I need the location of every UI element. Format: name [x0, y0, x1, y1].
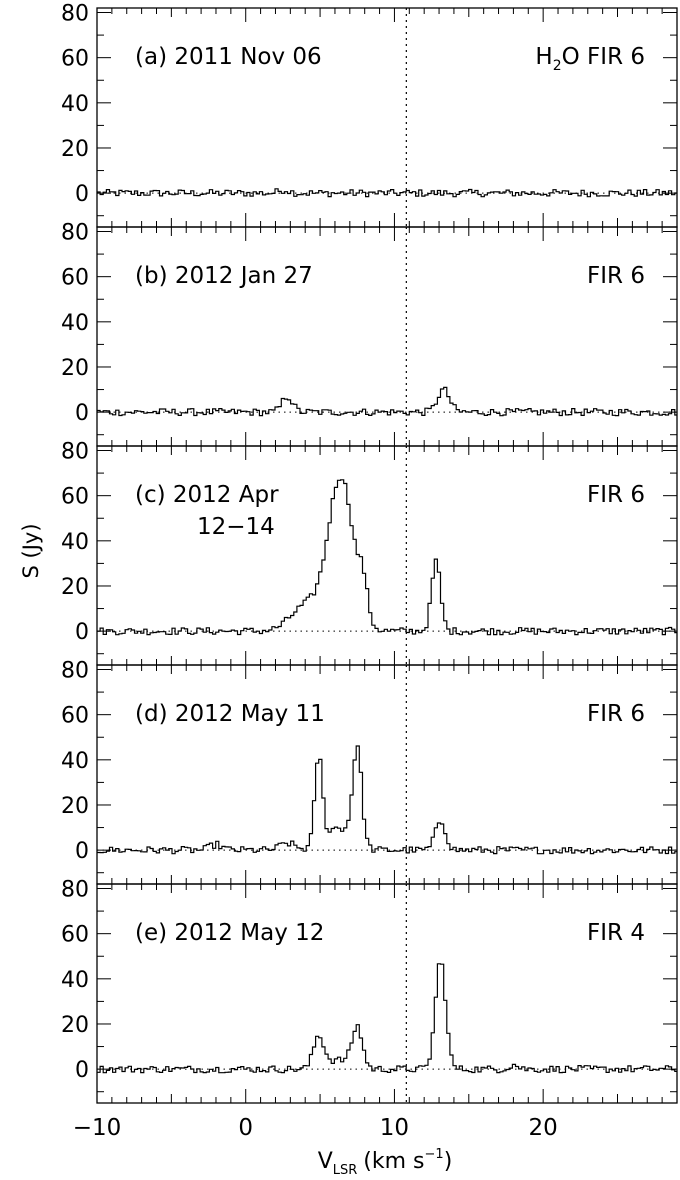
y-axis-label: S (Jy)	[19, 523, 43, 578]
spectrum-e	[97, 963, 677, 1074]
y-tick-label: 40	[61, 530, 89, 555]
y-tick-label: 80	[61, 221, 89, 246]
panel-date-label: (b) 2012 Jan 27	[135, 263, 313, 289]
panel-d: 0 20 40 60 80 (d) 2012 May 11 FIR 6	[61, 659, 678, 885]
y-tick-label: 60	[61, 923, 89, 948]
x-axis-label-unit-pre: (km s	[363, 1149, 424, 1174]
panel-a: 0 20 40 60 80 (a) 2011 Nov 06 H2O FIR 6	[61, 2, 678, 228]
y-tick-label: 60	[61, 485, 89, 510]
panel-frame	[96, 445, 678, 666]
source-prefix: H	[535, 44, 552, 70]
x-tick-label: −10	[73, 1115, 122, 1141]
x-tick-label: 10	[380, 1115, 409, 1141]
panel-e: 0 20 40 60 80 (e) 2012 May 12 FIR 4	[61, 878, 678, 1104]
y-tick-label: 60	[61, 47, 89, 72]
panel-date-label-line2: 12−14	[197, 514, 275, 540]
panel-source-label: H2O FIR 6	[535, 44, 645, 74]
y-tick-label: 60	[61, 704, 89, 729]
spectrum-a	[97, 188, 677, 198]
panel-date-label: (a) 2011 Nov 06	[135, 44, 322, 70]
x-axis-label-unit-post: )	[444, 1149, 453, 1174]
panel-date-label: (e) 2012 May 12	[135, 920, 324, 946]
y-tick-label: 80	[61, 2, 89, 27]
y-tick-label: 40	[61, 311, 89, 336]
x-tick-label: 20	[529, 1115, 558, 1141]
y-tick-label: 20	[61, 356, 89, 381]
source-name: FIR 4	[587, 920, 645, 946]
panel-source-label: FIR 6	[587, 482, 645, 508]
spectrum-d	[97, 745, 677, 855]
source-name: FIR 6	[587, 482, 645, 508]
y-tick-label: 20	[61, 1013, 89, 1038]
y-tick-label: 0	[75, 1058, 89, 1083]
x-tick-label: 0	[238, 1115, 253, 1141]
y-tick-label: 60	[61, 266, 89, 291]
y-tick-label: 20	[61, 794, 89, 819]
y-tick-label: 80	[61, 659, 89, 684]
y-tick-label: 0	[75, 401, 89, 426]
panel-date-label: (c) 2012 Apr	[135, 482, 279, 508]
x-axis-label-sub: LSR	[333, 1163, 358, 1178]
y-tick-label: 40	[61, 92, 89, 117]
y-tick-label: 0	[75, 182, 89, 207]
y-tick-label: 80	[61, 440, 89, 465]
source-sub: 2	[553, 58, 562, 74]
y-tick-label: 20	[61, 575, 89, 600]
x-axis-label: VLSR (km s−1)	[318, 1147, 453, 1178]
panel-source-label: FIR 4	[587, 920, 645, 946]
spectrum-b	[97, 386, 677, 417]
panel-b: 0 20 40 60 80 (b) 2012 Jan 27 FIR 6	[61, 221, 678, 447]
panel-date-label: (d) 2012 May 11	[135, 701, 325, 727]
y-tick-label: 0	[75, 839, 89, 864]
x-axis-tick-labels: −10 0 10 20	[73, 1115, 558, 1141]
panel-frame	[96, 883, 678, 1104]
y-tick-label: 0	[75, 620, 89, 645]
y-tick-label: 40	[61, 749, 89, 774]
panel-source-label: FIR 6	[587, 263, 645, 289]
y-tick-label: 20	[61, 137, 89, 162]
x-axis-label-unit-sup: −1	[425, 1147, 444, 1162]
x-axis-label-main: V	[318, 1149, 333, 1174]
spectrum-c	[97, 479, 677, 636]
source-name: O FIR 6	[562, 44, 645, 70]
panel-source-label: FIR 6	[587, 701, 645, 727]
panel-c: 0 20 40 60 80 (c) 2012 Apr 12−14 FIR 6	[61, 440, 678, 666]
source-name: FIR 6	[587, 701, 645, 727]
y-tick-label: 80	[61, 878, 89, 903]
y-tick-label: 40	[61, 968, 89, 993]
source-name: FIR 6	[587, 263, 645, 289]
